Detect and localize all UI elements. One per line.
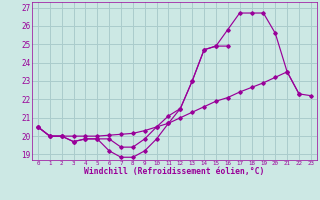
X-axis label: Windchill (Refroidissement éolien,°C): Windchill (Refroidissement éolien,°C) xyxy=(84,167,265,176)
